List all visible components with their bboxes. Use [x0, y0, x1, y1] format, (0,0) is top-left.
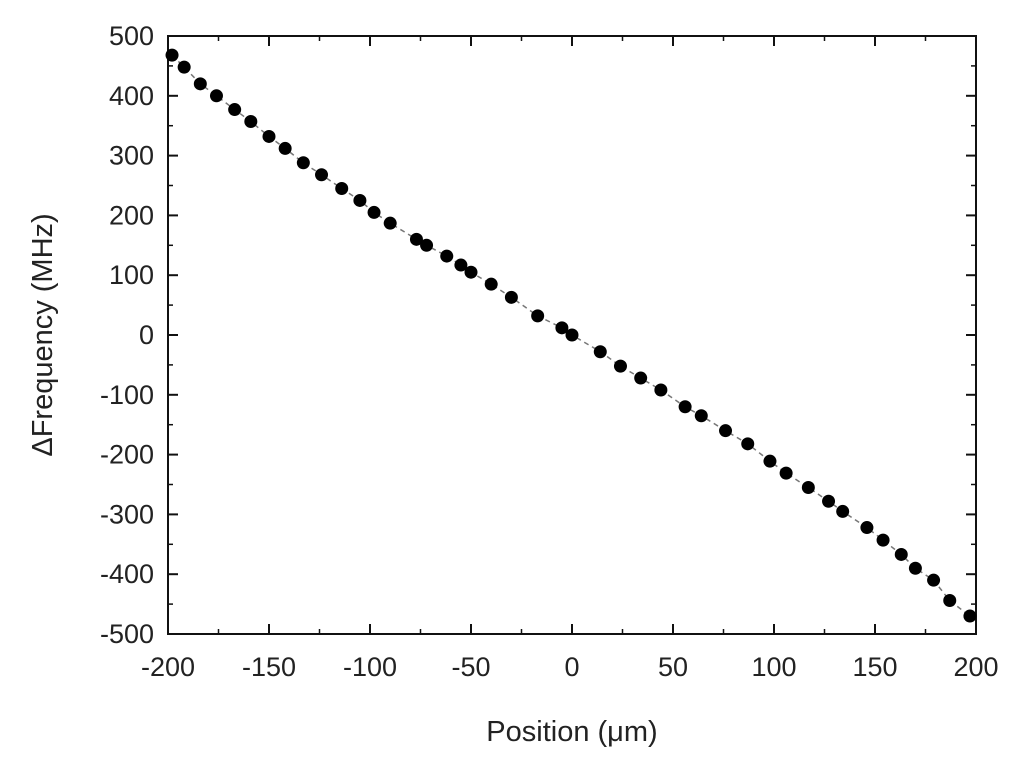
data-point: [876, 533, 890, 547]
y-tick-label: 200: [109, 200, 154, 230]
y-tick-label: -300: [100, 499, 154, 529]
x-tick-label: 150: [852, 652, 897, 682]
data-point: [262, 129, 276, 143]
x-tick-label: 200: [953, 652, 998, 682]
y-tick-label: 400: [109, 81, 154, 111]
y-tick-label: 0: [139, 320, 154, 350]
data-point: [440, 249, 454, 263]
data-points: [165, 48, 977, 623]
x-axis-label: Position (μm): [486, 716, 657, 748]
data-point: [654, 383, 668, 397]
data-point: [367, 205, 381, 219]
axis-ticks: [167, 35, 977, 635]
data-point: [383, 216, 397, 230]
data-point: [420, 238, 434, 252]
data-point: [531, 309, 545, 323]
data-point: [228, 103, 242, 117]
y-tick-label: -400: [100, 559, 154, 589]
y-tick-label: 500: [109, 21, 154, 51]
data-point: [836, 504, 850, 518]
data-point: [464, 265, 478, 279]
data-point: [763, 454, 777, 468]
data-point: [593, 345, 607, 359]
data-point: [315, 168, 329, 182]
data-point: [943, 594, 957, 608]
data-point: [963, 609, 977, 623]
x-tick-label: -200: [141, 652, 195, 682]
data-point: [908, 561, 922, 575]
data-point: [860, 521, 874, 535]
data-point: [694, 409, 708, 423]
data-point: [613, 359, 627, 373]
data-point: [353, 193, 367, 207]
x-tick-label: 100: [751, 652, 796, 682]
y-tick-label: 300: [109, 141, 154, 171]
data-point: [409, 232, 423, 246]
y-axis-label: ΔFrequency (MHz): [27, 213, 59, 456]
data-point: [484, 277, 498, 291]
axis-tick-labels: -200 -150 -100 -50 0 50 100 150 2005004003002001…: [100, 21, 999, 682]
data-point: [801, 480, 815, 494]
data-point: [565, 328, 579, 342]
data-point: [822, 494, 836, 508]
data-point: [555, 321, 569, 335]
data-point: [719, 424, 733, 438]
data-point: [454, 258, 468, 272]
data-point: [193, 77, 207, 91]
data-point: [927, 573, 941, 587]
data-point: [335, 181, 349, 195]
data-point: [634, 371, 648, 385]
y-tick-label: -100: [100, 380, 154, 410]
data-point: [296, 156, 310, 170]
data-point: [741, 437, 755, 451]
x-tick-label: 50: [658, 652, 688, 682]
data-point: [177, 60, 191, 74]
x-tick-label: -50: [451, 652, 490, 682]
data-point: [779, 466, 793, 480]
data-point: [165, 48, 179, 62]
data-point: [209, 89, 223, 103]
y-tick-label: -500: [100, 619, 154, 649]
data-point: [894, 547, 908, 561]
x-tick-label: -150: [242, 652, 296, 682]
data-point: [504, 290, 518, 304]
y-tick-label: 100: [109, 260, 154, 290]
x-tick-label: -100: [343, 652, 397, 682]
data-point: [244, 115, 258, 129]
data-point: [678, 400, 692, 414]
data-point: [278, 141, 292, 155]
x-tick-label: 0: [564, 652, 579, 682]
y-tick-label: -200: [100, 440, 154, 470]
